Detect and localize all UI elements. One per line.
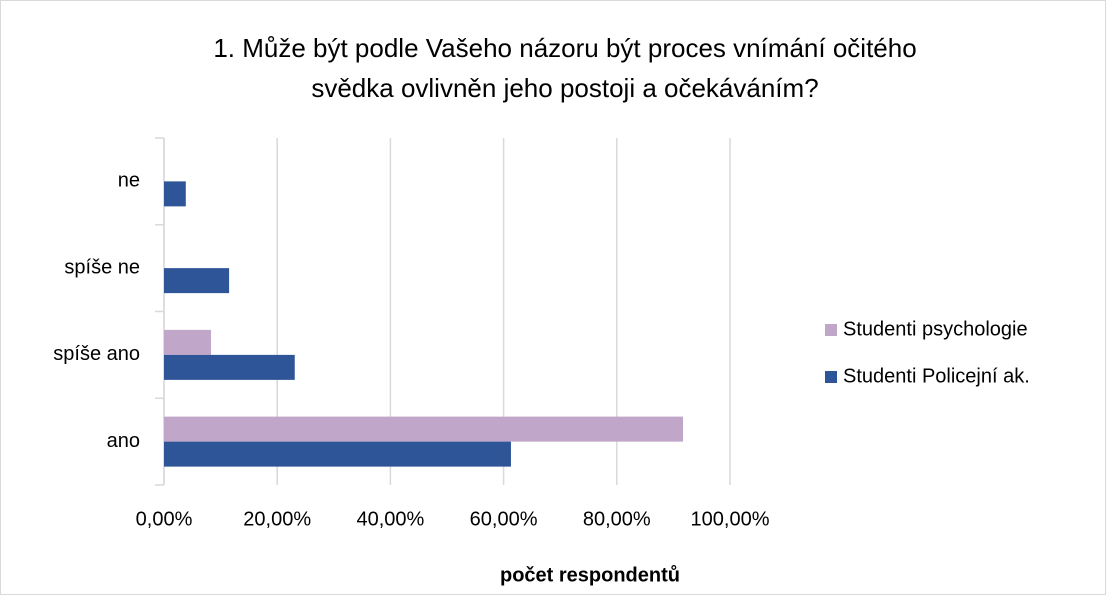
bar: [164, 441, 511, 467]
chart-title: 1. Může být podle Vašeho názoru být proc…: [213, 33, 916, 63]
x-tick-label: 80,00%: [583, 508, 651, 530]
x-tick-label: 0,00%: [136, 508, 193, 530]
legend-swatch: [825, 324, 837, 336]
bar: [164, 416, 684, 442]
y-tick-label: spíše ano: [53, 343, 140, 365]
x-tick-label: 100,00%: [691, 508, 770, 530]
x-tick-label: 60,00%: [470, 508, 538, 530]
legend-label: Studenti Policejní ak.: [843, 365, 1030, 387]
bar: [164, 181, 186, 207]
legend-label: Studenti psychologie: [843, 318, 1028, 340]
legend-swatch: [825, 371, 837, 383]
bar: [164, 329, 211, 355]
y-tick-label: ano: [107, 430, 140, 452]
bar: [164, 268, 230, 294]
bar: [164, 354, 295, 380]
x-tick-label: 40,00%: [356, 508, 424, 530]
chart-title: svědka ovlivněn jeho postoji a očekávání…: [311, 73, 818, 103]
y-tick-label: spíše ne: [64, 256, 140, 278]
y-tick-label: ne: [118, 170, 140, 192]
x-axis-label: počet respondentů: [500, 564, 680, 586]
x-tick-label: 20,00%: [243, 508, 311, 530]
